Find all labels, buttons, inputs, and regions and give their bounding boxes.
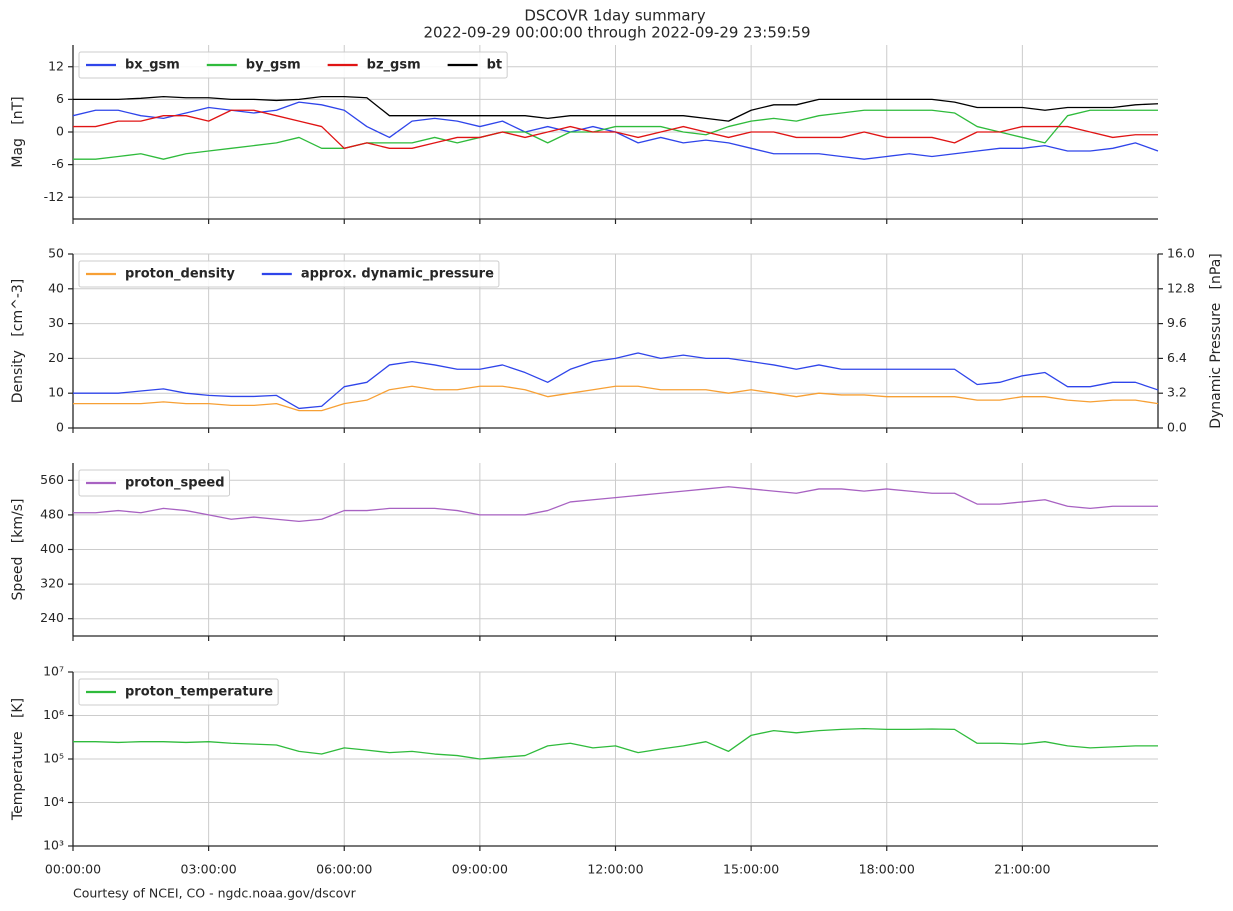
data-line — [73, 109, 1158, 149]
legend-box — [78, 469, 231, 497]
y-tick-label: 10⁵ — [43, 751, 64, 766]
footer: Courtesy of NCEI, CO - ngdc.noaa.gov/dsc… — [73, 886, 357, 901]
legend: proton_density approx. dynamic_pressure — [78, 260, 500, 288]
y-tick-label: 0 — [56, 420, 64, 435]
y2-tick-label: 3.2 — [1167, 385, 1187, 400]
legend-box — [78, 51, 508, 79]
legend-label: proton_temperature — [125, 685, 273, 700]
legend-box — [78, 678, 279, 706]
x-tick-label: 15:00:00 — [723, 862, 779, 877]
y-tick-label: 6 — [56, 91, 64, 106]
y-axis-label: Speed [km/s] — [10, 499, 26, 601]
data-line — [73, 486, 1158, 523]
x-tick-label: 12:00:00 — [587, 862, 643, 877]
data-line — [73, 352, 1159, 410]
y-tick-label: 10⁷ — [43, 664, 64, 679]
y2-tick-label: 6.4 — [1167, 350, 1187, 365]
subtitle: 2022-09-29 00:00:00 through 2022-09-29 2… — [423, 24, 810, 42]
y2-tick-label: 9.6 — [1167, 315, 1187, 330]
y-tick-label: 10⁶ — [43, 707, 64, 722]
y-tick-label: 0 — [56, 124, 64, 139]
x-tick-label: 03:00:00 — [181, 862, 237, 877]
legend: proton_speed — [78, 469, 231, 497]
x-tick-label: 06:00:00 — [316, 862, 372, 877]
y-tick-label: -6 — [52, 156, 65, 171]
y-tick-label: 30 — [48, 315, 64, 330]
legend: proton_temperature — [78, 678, 279, 706]
x-tick-label: 00:00:00 — [45, 862, 101, 877]
y-tick-label: 10³ — [43, 838, 64, 853]
legend-label: proton_speed — [125, 476, 225, 491]
y2-tick-label: 12.8 — [1167, 280, 1195, 295]
y-axis-label: Mag [nT] — [10, 96, 26, 167]
y-tick-label: 50 — [48, 246, 64, 261]
legend: bx_gsm by_gsm bz_gsm bt — [78, 51, 508, 79]
data-line — [73, 96, 1159, 122]
y-tick-label: 20 — [48, 350, 64, 365]
y-tick-label: -12 — [44, 189, 64, 204]
y-axis-label: Temperature [K] — [10, 698, 26, 821]
data-line — [73, 385, 1159, 412]
y-tick-label: 10⁴ — [43, 794, 64, 809]
legend-label: bz_gsm — [367, 58, 421, 73]
y-tick-label: 480 — [40, 506, 64, 521]
y-tick-label: 560 — [40, 472, 64, 487]
y2-axis-label: Dynamic Pressure [nPa] — [1208, 253, 1224, 429]
x-tick-label: 21:00:00 — [994, 862, 1050, 877]
title: DSCOVR 1day summary — [524, 7, 705, 25]
y-tick-label: 240 — [40, 610, 64, 625]
y-axis-label: Density [cm^-3] — [10, 279, 26, 404]
y-tick-label: 40 — [48, 280, 64, 295]
y2-tick-label: 0.0 — [1167, 420, 1187, 435]
legend-label: by_gsm — [246, 58, 301, 73]
y-tick-label: 10 — [48, 385, 64, 400]
y-tick-label: 12 — [48, 58, 64, 73]
legend-label: approx. dynamic_pressure — [301, 267, 494, 282]
y-tick-label: 400 — [40, 541, 64, 556]
y-tick-label: 320 — [40, 576, 64, 591]
y2-tick-label: 16.0 — [1167, 246, 1195, 261]
x-tick-label: 18:00:00 — [859, 862, 915, 877]
legend-label: bx_gsm — [125, 58, 180, 73]
x-tick-label: 09:00:00 — [452, 862, 508, 877]
data-line — [73, 727, 1158, 760]
data-line — [73, 109, 1158, 160]
legend-label: proton_density — [125, 267, 235, 282]
legend-label: bt — [487, 58, 503, 73]
